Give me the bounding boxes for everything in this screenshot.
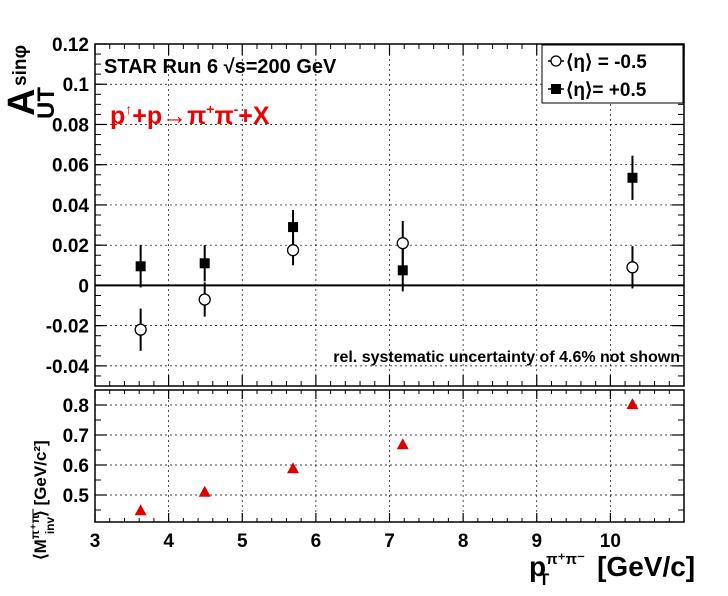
y-tick-label: 0 xyxy=(78,276,89,297)
x-tick-label: 6 xyxy=(311,531,322,552)
x-tick-label: 8 xyxy=(458,531,469,552)
x-tick-label: 5 xyxy=(237,531,248,552)
data-point-filled-square xyxy=(288,222,299,233)
filled-square-icon xyxy=(551,84,561,94)
data-point-filled-square xyxy=(199,258,210,269)
x-tick-label: 4 xyxy=(163,531,174,552)
mass-axis-ticks: 3 4 5 6 7 8 9 10 0.5 0.6 0.7 0.8 xyxy=(63,390,684,552)
x-tick-label: 10 xyxy=(600,531,621,552)
legend-entry-filled: ⟨η⟩= +0.5 xyxy=(548,80,647,101)
legend-label-open: ⟨η⟩ = -0.5 xyxy=(566,52,647,73)
x-tick-label: 7 xyxy=(384,531,395,552)
asymmetry-axis-symbol: A xyxy=(1,89,43,116)
y-tick-label: 0.8 xyxy=(63,396,89,417)
x-tick-label: 3 xyxy=(90,531,101,552)
y-tick-label: 0.04 xyxy=(52,196,89,217)
data-point-open-circle xyxy=(134,323,147,336)
data-point-open-circle xyxy=(396,237,409,250)
y-tick-label: 0.5 xyxy=(63,486,90,507)
data-point-red-triangle xyxy=(626,398,639,410)
data-point-filled-square xyxy=(627,172,638,183)
data-point-red-triangle xyxy=(198,485,211,497)
mass-grid xyxy=(95,390,684,522)
asymmetry-grid xyxy=(95,43,684,386)
legend-label-filled: ⟨η⟩= +0.5 xyxy=(566,80,647,101)
mass-panel: 3 4 5 6 7 8 9 10 0.5 0.6 0.7 0.8 ⟨Mπ⁺π⁻inv⟩ [GeV/c²… xyxy=(28,389,695,589)
data-point-filled-square xyxy=(135,261,146,272)
data-point-open-circle xyxy=(626,261,639,274)
x-tick-label: 9 xyxy=(531,531,542,552)
y-tick-label: 0.08 xyxy=(52,115,89,136)
legend-entry-open: ⟨η⟩ = -0.5 xyxy=(548,52,647,73)
pt-axis-title: pπ⁺π⁻ T [GeV/c] xyxy=(529,551,695,589)
asymmetry-axis-superscript: sinφ xyxy=(10,45,31,86)
experiment-label: STAR Run 6 √s=200 GeV xyxy=(104,56,337,78)
data-point-red-triangle xyxy=(396,438,409,450)
data-point-red-triangle xyxy=(287,462,300,474)
reaction-label: p↑+p→π+π-+X xyxy=(110,101,270,130)
y-tick-label: 0.02 xyxy=(52,236,89,257)
mass-axis-title: ⟨Mπ⁺π⁻inv⟩ [GeV/c²] xyxy=(28,440,57,560)
systematic-note: rel. systematic uncertainty of 4.6% not … xyxy=(333,349,680,366)
data-point-open-circle xyxy=(198,293,211,306)
asymmetry-axis-subscript: UT xyxy=(33,87,60,119)
y-tick-label: -0.04 xyxy=(46,357,90,378)
legend: ⟨η⟩ = -0.5 ⟨η⟩= +0.5 xyxy=(541,44,684,104)
asymmetry-panel: -0.04 -0.02 0 0.02 0.04 0.06 0.08 0.1 0.12 A UT … xyxy=(1,35,685,387)
y-tick-label: 0.12 xyxy=(52,35,89,56)
open-circle-icon xyxy=(550,55,562,67)
y-tick-label: 0.6 xyxy=(63,456,89,477)
data-point-red-triangle xyxy=(134,504,147,516)
y-tick-label: 0.06 xyxy=(52,156,89,177)
mass-data xyxy=(134,398,639,516)
asymmetry-axis-title: A UT sinφ xyxy=(1,45,60,119)
data-point-open-circle xyxy=(286,244,300,257)
legend-box xyxy=(541,44,684,104)
y-tick-label: -0.02 xyxy=(46,317,89,338)
y-tick-label: 0.1 xyxy=(63,75,90,96)
y-tick-label: 0.7 xyxy=(63,426,89,447)
data-point-filled-square xyxy=(397,265,408,276)
asymmetry-data xyxy=(134,155,639,351)
